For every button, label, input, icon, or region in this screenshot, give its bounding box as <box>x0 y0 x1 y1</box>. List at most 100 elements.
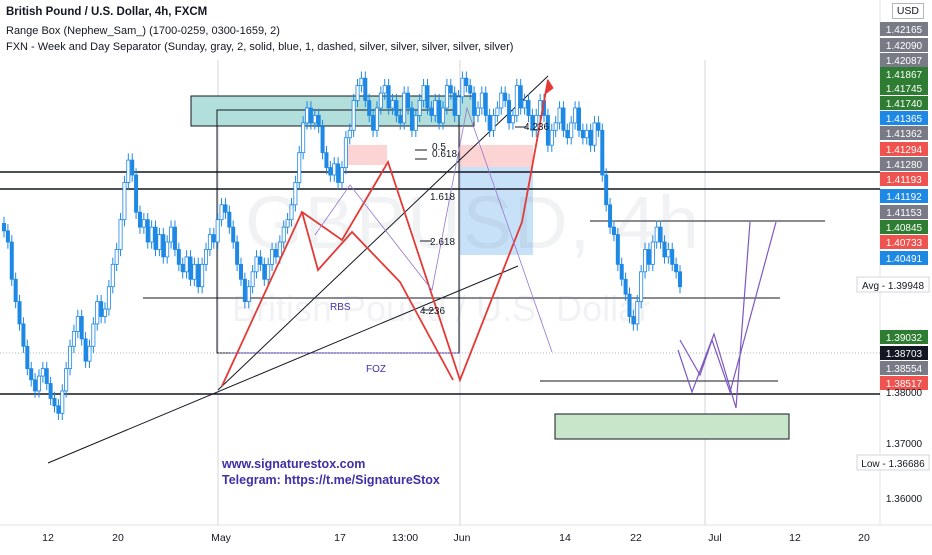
candle-body <box>56 405 61 414</box>
candle-body <box>662 241 667 258</box>
candle-body <box>491 115 496 131</box>
candle-body <box>289 204 294 221</box>
candle-body <box>246 286 251 302</box>
candle-body <box>433 100 438 116</box>
price-label <box>880 220 928 234</box>
indicator-separator[interactable]: FXN - Week and Day Separator (Sunday, gr… <box>6 41 514 53</box>
candle-body <box>270 249 275 265</box>
candle-body <box>367 100 372 116</box>
candle-body <box>235 241 240 265</box>
candle-body <box>487 115 492 131</box>
candle <box>110 257 115 294</box>
fib-label: 0.5 <box>432 142 446 153</box>
price-label-bg <box>880 38 928 52</box>
candle <box>5 224 10 249</box>
candle-body <box>169 226 174 243</box>
candle <box>301 116 306 160</box>
currency-button[interactable]: USD <box>891 3 924 19</box>
candle <box>518 78 523 115</box>
candle-body <box>336 163 341 183</box>
candle <box>141 212 146 234</box>
candle-body <box>266 263 271 280</box>
candle-body <box>495 107 500 116</box>
candle <box>114 242 119 272</box>
price-label-bg <box>880 220 928 234</box>
website-text: www.signaturestox.com <box>222 457 366 471</box>
channel-lower <box>47 265 519 464</box>
candle <box>293 175 298 212</box>
candle-body <box>308 107 313 124</box>
price-label <box>880 81 928 95</box>
candle-body <box>250 271 255 288</box>
price-label-text: 1.41192 <box>886 192 922 203</box>
candle <box>627 287 632 324</box>
bear-path <box>301 211 454 381</box>
candle-body <box>293 182 298 206</box>
candle <box>615 227 620 272</box>
candle <box>184 250 189 279</box>
candle <box>122 175 127 227</box>
candle <box>483 86 488 123</box>
price-label-bg <box>880 189 928 203</box>
candle <box>165 235 170 264</box>
candle <box>13 272 18 309</box>
symbol-watermark: GBPUSD, 4h <box>245 181 701 264</box>
price-label-bg <box>880 111 928 125</box>
candle-body <box>305 107 310 124</box>
candle <box>157 227 162 257</box>
candle-body <box>413 115 418 131</box>
candle-body <box>134 174 139 213</box>
candle-body <box>141 219 146 228</box>
candle <box>254 250 259 279</box>
candle-body <box>29 368 34 381</box>
candle <box>227 205 232 234</box>
candle-body <box>615 234 620 265</box>
indicator-range-box[interactable]: Range Box (Nephew_Sam_) (1700-0259, 0300… <box>6 25 280 37</box>
price-label <box>880 53 928 67</box>
candle-body <box>510 115 515 124</box>
candle-body <box>87 345 92 362</box>
candle-body <box>48 383 53 399</box>
price-label-text: 1.40845 <box>886 223 923 234</box>
candle-body <box>448 85 453 94</box>
candle-body <box>359 77 364 87</box>
x-tick-label: May <box>211 532 232 544</box>
price-label-text: 1.39032 <box>886 333 923 344</box>
candle <box>246 280 251 309</box>
candle-body <box>176 249 181 265</box>
candle-body <box>36 375 41 392</box>
x-tick-label: 13:00 <box>392 532 418 544</box>
candle-body <box>196 263 201 288</box>
candle-body <box>71 330 76 347</box>
candle <box>79 309 84 346</box>
candle <box>83 332 88 368</box>
candle <box>106 280 111 316</box>
price-label <box>880 67 928 81</box>
price-label-bg <box>880 235 928 249</box>
x-tick-label: 17 <box>334 532 346 544</box>
candle-body <box>475 107 480 116</box>
price-label-bg <box>880 22 928 36</box>
candle <box>394 93 399 123</box>
candle <box>514 78 519 123</box>
candle-body <box>569 122 574 139</box>
candle <box>413 108 418 138</box>
candle <box>328 160 333 182</box>
candle-body <box>161 234 166 258</box>
candle <box>588 123 593 152</box>
candle-body <box>534 115 539 131</box>
price-label-text: 1.36000 <box>886 494 923 505</box>
price-label-text: 1.40491 <box>886 254 923 265</box>
candle <box>56 399 61 420</box>
candle <box>452 86 457 123</box>
candle <box>172 220 177 257</box>
candle-body <box>402 92 407 124</box>
price-label-text: 1.41193 <box>886 175 922 186</box>
candle-body <box>204 249 209 265</box>
candle <box>479 86 484 115</box>
candle-body <box>437 100 442 124</box>
candle-body <box>153 226 158 250</box>
price-label-bg <box>880 251 928 265</box>
